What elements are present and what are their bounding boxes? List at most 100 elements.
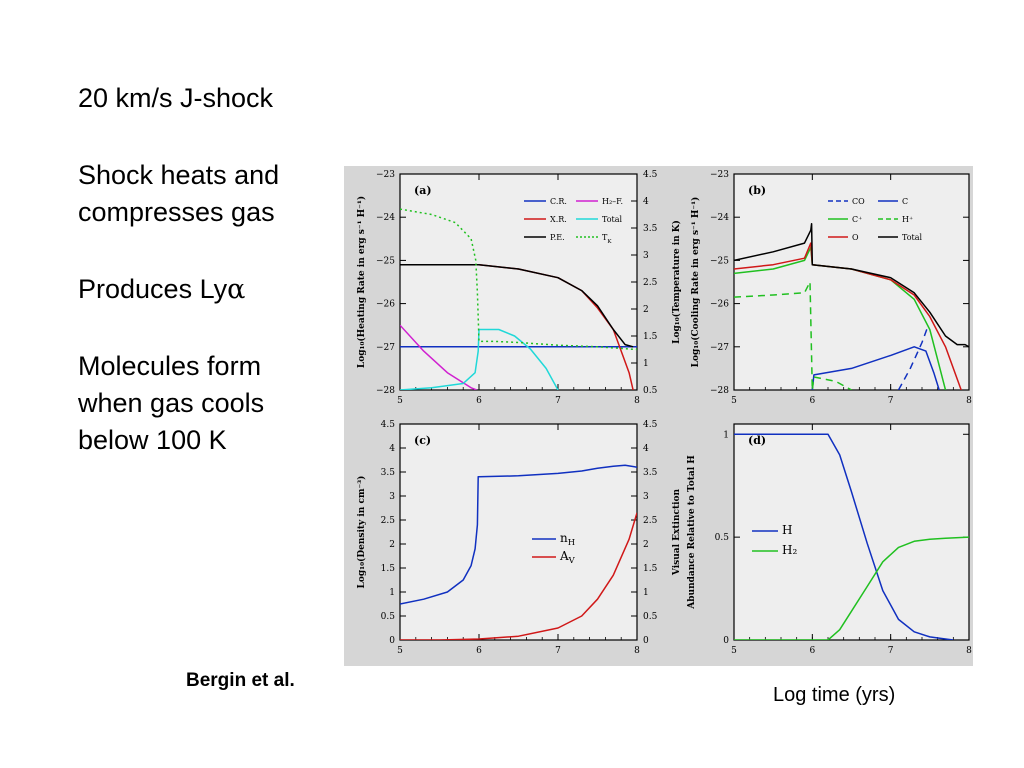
panel-0-y2tick-label: 4 bbox=[643, 197, 649, 207]
panel-1-legend-label-5: Total bbox=[902, 233, 923, 242]
panel-3-plot-area bbox=[733, 423, 970, 641]
panel-1-legend-label-3: H⁺ bbox=[902, 215, 913, 224]
panel-1-ytick-label: −25 bbox=[710, 256, 729, 266]
panel-1-xtick-label: 7 bbox=[888, 396, 894, 406]
panel-2-y2tick-label: 0 bbox=[643, 636, 649, 646]
alpha-symbol: α bbox=[227, 274, 246, 305]
panel-0-ytick-label: −24 bbox=[376, 213, 395, 223]
panel-0-legend-label-2: X.R. bbox=[550, 215, 567, 224]
panel-1-ytick-label: −24 bbox=[710, 213, 729, 223]
figure-svg: 5 6 7 8 −28 −27 −26 −25 −24 −23 0.5 1 1.5 2 2.5 3 3.5 4 4.… bbox=[356, 170, 972, 656]
panel-2-y2label: Visual Extinction bbox=[672, 488, 682, 576]
panel-0-y2label: Log₁₀(Temperature in K) bbox=[671, 220, 682, 344]
panel-2-ytick-label: 4.5 bbox=[381, 420, 396, 430]
panel-0-legend-label-5: TK bbox=[602, 233, 612, 245]
panel-3-ylabel: Abundance Relative to Total H bbox=[687, 455, 697, 610]
panel-3-xtick-label: 7 bbox=[888, 646, 894, 656]
panel-2-ytick-label: 4 bbox=[389, 444, 395, 454]
panel-0-ytick-label: −23 bbox=[376, 170, 395, 180]
panel-0-ytick-label: −26 bbox=[376, 300, 395, 310]
panel-0-ytick-label: −27 bbox=[376, 343, 395, 353]
panel-2-ytick-label: 1.5 bbox=[381, 564, 396, 574]
panel-3-legend-label-0: H bbox=[782, 523, 792, 537]
bullet-molecules-line3: below 100 K bbox=[78, 425, 227, 455]
panel-2: 5 6 7 800.511.522.533.544.500.511.522.533.5… bbox=[356, 420, 682, 656]
panel-0-y2tick-label: 4.5 bbox=[643, 170, 658, 180]
panel-1-ytick-label: −26 bbox=[710, 300, 729, 310]
panel-2-series-0 bbox=[400, 464, 637, 605]
panel-2-xtick-label: 6 bbox=[476, 646, 482, 656]
panel-0-y2tick-label: 2 bbox=[643, 305, 649, 315]
panel-2-ytick-label: 0.5 bbox=[381, 612, 396, 622]
panel-2-ytick-label: 0 bbox=[389, 636, 395, 646]
panel-0-series-1 bbox=[400, 324, 477, 390]
panel-1-legend-label-2: C⁺ bbox=[852, 215, 862, 224]
panel-3-legend-label-1: H₂ bbox=[782, 543, 797, 557]
bullet-molecules-line1: Molecules form bbox=[78, 351, 262, 381]
panel-2-xtick-label: 5 bbox=[397, 646, 403, 656]
panel-2-ytick-label: 1 bbox=[389, 588, 395, 598]
panel-0-y2tick-label: 3 bbox=[643, 251, 649, 261]
panel-0-legend-label-4: P.E. bbox=[550, 233, 565, 242]
panel-3-label: (d) bbox=[748, 434, 766, 447]
panel-1-xtick-label: 5 bbox=[731, 396, 737, 406]
panel-3-ytick-label: 1 bbox=[723, 430, 729, 440]
panel-0-y2tick-label: 1.5 bbox=[643, 332, 658, 342]
panel-2-y2tick-label: 2 bbox=[643, 540, 649, 550]
panel-2-ytick-label: 2.5 bbox=[381, 516, 396, 526]
panel-3-series-1 bbox=[734, 536, 969, 640]
panel-0-xtick-label: 8 bbox=[634, 396, 640, 406]
panel-1-legend-label-4: O bbox=[852, 233, 859, 242]
panel-0-y2tick-label: 2.5 bbox=[643, 278, 658, 288]
panel-1-series-0 bbox=[897, 324, 930, 390]
panel-0-ylabel: Log₁₀(Heating Rate in erg s⁻¹ H⁻¹) bbox=[356, 196, 367, 368]
bullet-shock-heats-line2: compresses gas bbox=[78, 197, 275, 227]
figure-frame: 5 6 7 8 −28 −27 −26 −25 −24 −23 0.5 1 1.5 2 2.5 3 3.5 4 4.… bbox=[344, 166, 973, 666]
panel-0-xtick-label: 5 bbox=[397, 396, 403, 406]
panel-3-xtick-label: 5 bbox=[731, 646, 737, 656]
slide-title: 20 km/s J-shock bbox=[78, 83, 274, 113]
panel-2-ytick-label: 3 bbox=[389, 492, 395, 502]
panel-0-xtick-label: 7 bbox=[555, 396, 561, 406]
panel-1-label: (b) bbox=[748, 184, 766, 197]
panel-2-y2tick-label: 3.5 bbox=[643, 468, 658, 478]
panel-0-plot-area bbox=[399, 173, 638, 391]
panel-0-label: (a) bbox=[414, 184, 432, 197]
bullet-molecules-line2: when gas cools bbox=[78, 388, 265, 418]
panel-3-series-0 bbox=[734, 433, 954, 640]
panel-2-y2tick-label: 2.5 bbox=[643, 516, 658, 526]
panel-2-y2tick-label: 4 bbox=[643, 444, 649, 454]
panel-2-plot-area bbox=[399, 423, 638, 641]
panel-0-legend-label-0: C.R. bbox=[550, 197, 567, 206]
credit-text: Bergin et al. bbox=[186, 670, 295, 691]
panel-1-plot-area bbox=[733, 173, 970, 391]
panel-1-legend-label-0: CO bbox=[852, 197, 865, 206]
panel-2-label: (c) bbox=[414, 434, 431, 447]
panel-0-ytick-label: −25 bbox=[376, 256, 395, 266]
panel-0-legend-label-3: Total bbox=[602, 215, 623, 224]
panel-2-ytick-label: 2 bbox=[389, 540, 395, 550]
panel-1-series-3 bbox=[734, 281, 852, 390]
panel-2-ytick-label: 3.5 bbox=[381, 468, 396, 478]
panel-3-xtick-label: 6 bbox=[809, 646, 815, 656]
panel-2-y2tick-label: 1 bbox=[643, 588, 649, 598]
panel-1-series-5 bbox=[734, 222, 969, 348]
x-axis-caption: Log time (yrs) bbox=[773, 684, 896, 706]
panel-0-y2tick-label: 1 bbox=[643, 359, 649, 369]
panel-3-xtick-label: 8 bbox=[966, 646, 972, 656]
panel-1: 5 6 7 8 −28 −27 −26 −25 −24 −23 Log₁₀(Cooling Rate… bbox=[690, 170, 972, 406]
bullet-produces-lya: Produces Lyα bbox=[78, 271, 348, 308]
panel-0-ytick-label: −28 bbox=[376, 386, 395, 396]
bullet-produces-prefix: Produces Ly bbox=[78, 274, 228, 304]
panel-2-xtick-label: 8 bbox=[634, 646, 640, 656]
panel-1-ytick-label: −28 bbox=[710, 386, 729, 396]
panel-2-y2tick-label: 4.5 bbox=[643, 420, 658, 430]
panel-2-ylabel: Log₁₀(Density in cm⁻³) bbox=[356, 476, 367, 589]
panel-2-y2tick-label: 0.5 bbox=[643, 612, 658, 622]
panel-1-ytick-label: −27 bbox=[710, 343, 729, 353]
panel-0: 5 6 7 8 −28 −27 −26 −25 −24 −23 0.5 1 1.5 2 2.5 3 3.5 4 4.… bbox=[356, 170, 682, 406]
bullet-shock-heats-line1: Shock heats and bbox=[78, 160, 280, 190]
panel-2-legend-label-0: nH bbox=[560, 531, 575, 547]
panel-2-xtick-label: 7 bbox=[555, 646, 561, 656]
panel-1-legend-label-1: C bbox=[902, 197, 908, 206]
